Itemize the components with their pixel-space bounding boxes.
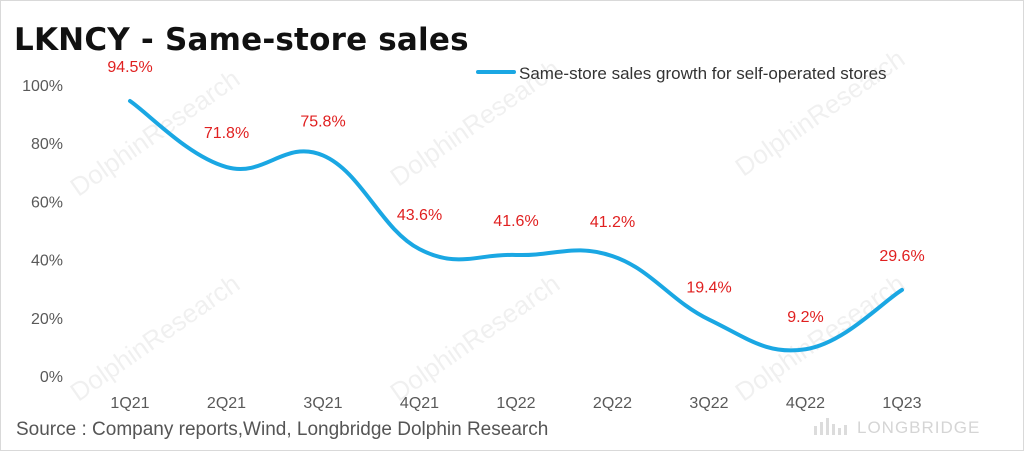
- x-tick-label: 1Q22: [496, 395, 535, 412]
- x-tick-label: 4Q22: [786, 395, 825, 412]
- data-label: 94.5%: [107, 59, 152, 76]
- x-tick-label: 3Q22: [689, 395, 728, 412]
- data-label: 41.6%: [493, 213, 538, 230]
- watermark-text: DolphinResearch: [730, 268, 911, 407]
- watermark-text: DolphinResearch: [385, 268, 566, 407]
- x-tick-label: 3Q21: [303, 395, 342, 412]
- longbridge-logo-icon: [814, 418, 847, 435]
- watermark-layer: DolphinResearch DolphinResearch DolphinRes…: [65, 43, 911, 407]
- chart-title: LKNCY - Same-store sales: [14, 22, 469, 58]
- data-label: 43.6%: [397, 207, 442, 224]
- data-label-layer: 94.5% 71.8% 75.8% 43.6% 41.6% 41.2% 19.4% 9.2% 2…: [107, 59, 924, 326]
- x-tick-label: 1Q21: [110, 395, 149, 412]
- x-axis: 1Q21 2Q21 3Q21 4Q21 1Q22 2Q22 3Q22 4Q22 1Q23: [110, 395, 921, 412]
- data-label: 29.6%: [879, 248, 924, 265]
- legend: Same-store sales growth for self-operate…: [476, 64, 887, 83]
- legend-label: Same-store sales growth for self-operate…: [519, 64, 887, 83]
- series-line: [128, 99, 904, 353]
- brand-name: LONGBRIDGE: [857, 418, 981, 437]
- y-tick-label: 100%: [22, 78, 63, 95]
- source-note: Source : Company reports,Wind, Longbridg…: [16, 419, 549, 440]
- data-label: 75.8%: [300, 113, 345, 130]
- data-label: 41.2%: [590, 214, 635, 231]
- x-tick-label: 4Q21: [400, 395, 439, 412]
- y-axis: 0% 20% 40% 60% 80% 100%: [22, 78, 63, 386]
- series-layer: [128, 99, 904, 353]
- data-label: 19.4%: [686, 280, 731, 297]
- x-tick-label: 1Q23: [882, 395, 921, 412]
- watermark-text: DolphinResearch: [65, 268, 246, 407]
- y-tick-label: 0%: [40, 369, 63, 386]
- y-tick-label: 60%: [31, 194, 63, 211]
- data-label: 9.2%: [787, 309, 823, 326]
- y-tick-label: 80%: [31, 136, 63, 153]
- x-tick-label: 2Q21: [207, 395, 246, 412]
- y-tick-label: 20%: [31, 311, 63, 328]
- data-label: 71.8%: [204, 125, 249, 142]
- y-tick-label: 40%: [31, 253, 63, 270]
- x-tick-label: 2Q22: [593, 395, 632, 412]
